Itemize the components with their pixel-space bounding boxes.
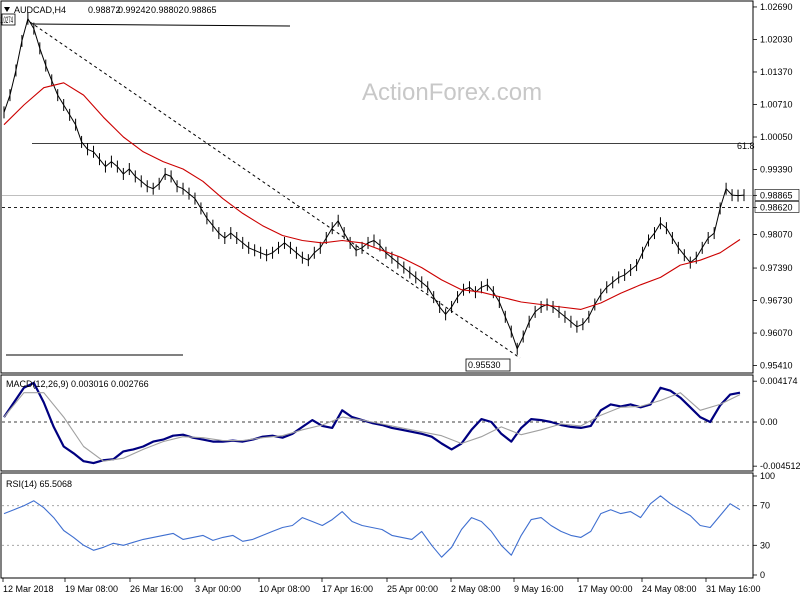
top-trendline[interactable] [31,23,291,27]
y-tick-label: 1.00050 [760,132,793,142]
y-tick-label: 70 [760,501,770,511]
x-tick-label: 17 May 00:00 [578,584,633,594]
rsi-panel[interactable] [0,472,754,579]
y-tick-label: 1.02030 [760,34,793,44]
series-2-RSI[interactable] [3,495,741,558]
y-tick-label: 0.99390 [760,165,793,175]
y-tick-label: 0.96070 [760,328,793,338]
rsi-layer [2,495,752,558]
y-tick-label: 0.96730 [760,296,793,306]
price-layer [2,12,752,355]
x-tick-label: 25 Apr 00:00 [387,584,438,594]
x-tick-label: 24 May 08:00 [642,584,697,594]
price-tag-bg [754,201,800,213]
ohlc-open: 0.98872 [88,5,121,15]
y-tick-label: 0.95410 [760,361,793,371]
x-tick-label: 17 Apr 16:00 [322,584,373,594]
low-annotation-box [465,358,511,372]
high-annotation: 1.0274 [0,15,13,25]
y-tick-label: 1.02690 [760,2,793,12]
x-tick-label: 3 Apr 00:00 [195,584,241,594]
x-tick-label: 26 Mar 16:00 [130,584,183,594]
series-1-signal[interactable] [3,392,741,462]
y-tick-label: 1.01370 [760,67,793,77]
high-annotation-box [1,13,16,26]
y-tick-label: 0.98070 [760,230,793,240]
dropdown-arrow-icon[interactable] [4,7,10,12]
series-0-moving-average[interactable] [3,82,741,310]
x-tick-label: 31 May 16:00 [706,584,761,594]
price-tag-bg [754,189,800,201]
low-annotation: 0.95530 [468,360,501,370]
macd-title: MACD(12,26,9) 0.003016 0.002766 [6,379,149,389]
macd-panel[interactable] [0,374,754,472]
macd-layer [2,381,752,465]
y-tick-label: 0 [760,570,765,580]
x-tick-label: 2 May 08:00 [451,584,501,594]
y-tick-label: 0.004174 [760,376,798,386]
y-tick-label: 100 [760,471,775,481]
y-tick-label: 0.97390 [760,263,793,273]
price-panel[interactable] [0,0,754,374]
y-tick-label: 0.00 [760,417,778,427]
ohlc-high: 0.99242 [118,5,151,15]
ohlc-close: 0.98865 [184,5,217,15]
watermark: ActionForex.com [362,79,542,106]
y-tick-label: 30 [760,540,770,550]
chart-title: AUDCAD,H4 [14,5,66,15]
rsi-title: RSI(14) 65.5068 [6,479,72,489]
x-tick-label: 10 Apr 08:00 [259,584,310,594]
fib-label: 61.8 [737,141,755,151]
y-tick-label: 0.98865 [760,190,793,200]
y-tick-label: 1.00710 [760,99,793,109]
series-1-MACD[interactable] [3,381,741,465]
x-tick-label: 19 Mar 08:00 [65,584,118,594]
ohlc-low: 0.98802 [151,5,184,15]
y-tick-label: 0.98620 [760,202,793,212]
y-tick-label: -0.004512 [760,461,800,471]
x-tick-label: 9 May 16:00 [514,584,564,594]
x-tick-label: 12 Mar 2018 [3,584,54,594]
